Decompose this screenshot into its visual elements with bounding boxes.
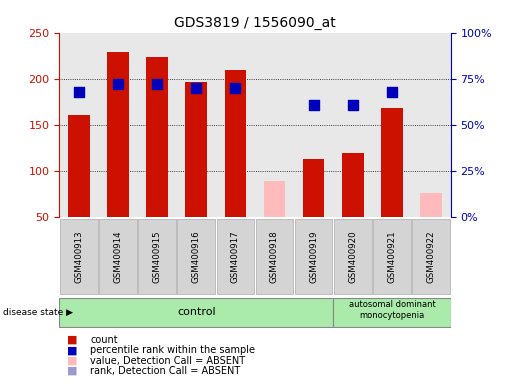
Point — [388, 89, 396, 95]
Text: control: control — [177, 307, 215, 317]
Text: GSM400922: GSM400922 — [426, 230, 436, 283]
Bar — [146, 56, 168, 217]
Bar — [256, 218, 293, 294]
Bar — [413, 218, 450, 294]
Point — [310, 101, 318, 108]
Text: GSM400913: GSM400913 — [74, 230, 83, 283]
Text: value, Detection Call = ABSENT: value, Detection Call = ABSENT — [90, 356, 245, 366]
Point — [349, 101, 357, 108]
Title: GDS3819 / 1556090_at: GDS3819 / 1556090_at — [174, 16, 336, 30]
Text: GSM400919: GSM400919 — [309, 230, 318, 283]
Text: GSM400916: GSM400916 — [192, 230, 201, 283]
Bar — [420, 193, 442, 217]
Bar — [381, 108, 403, 217]
Point — [153, 81, 161, 87]
Bar — [139, 218, 176, 294]
Bar — [60, 218, 97, 294]
Bar — [107, 52, 129, 217]
Point — [114, 81, 122, 87]
Bar — [185, 83, 207, 217]
Bar — [225, 70, 246, 217]
Bar — [342, 153, 364, 217]
Bar — [264, 181, 285, 217]
Text: ■: ■ — [67, 356, 77, 366]
Bar — [373, 218, 410, 294]
Bar — [295, 218, 332, 294]
Text: ■: ■ — [67, 345, 77, 355]
Text: GSM400915: GSM400915 — [152, 230, 162, 283]
Bar — [178, 218, 215, 294]
Bar — [59, 298, 333, 327]
Text: GSM400914: GSM400914 — [113, 230, 123, 283]
Bar — [217, 218, 254, 294]
Text: ■: ■ — [67, 366, 77, 376]
Bar — [333, 298, 451, 327]
Text: GSM400918: GSM400918 — [270, 230, 279, 283]
Point — [192, 85, 200, 91]
Bar — [334, 218, 371, 294]
Text: count: count — [90, 335, 118, 345]
Text: percentile rank within the sample: percentile rank within the sample — [90, 345, 255, 355]
Text: disease state ▶: disease state ▶ — [3, 308, 73, 317]
Point — [231, 85, 239, 91]
Text: GSM400921: GSM400921 — [387, 230, 397, 283]
Text: rank, Detection Call = ABSENT: rank, Detection Call = ABSENT — [90, 366, 241, 376]
Text: autosomal dominant
monocytopenia: autosomal dominant monocytopenia — [349, 300, 435, 320]
Point — [75, 89, 83, 95]
Text: GSM400917: GSM400917 — [231, 230, 240, 283]
Bar — [303, 159, 324, 217]
Bar — [68, 115, 90, 217]
Text: ■: ■ — [67, 335, 77, 345]
Bar — [99, 218, 136, 294]
Text: GSM400920: GSM400920 — [348, 230, 357, 283]
